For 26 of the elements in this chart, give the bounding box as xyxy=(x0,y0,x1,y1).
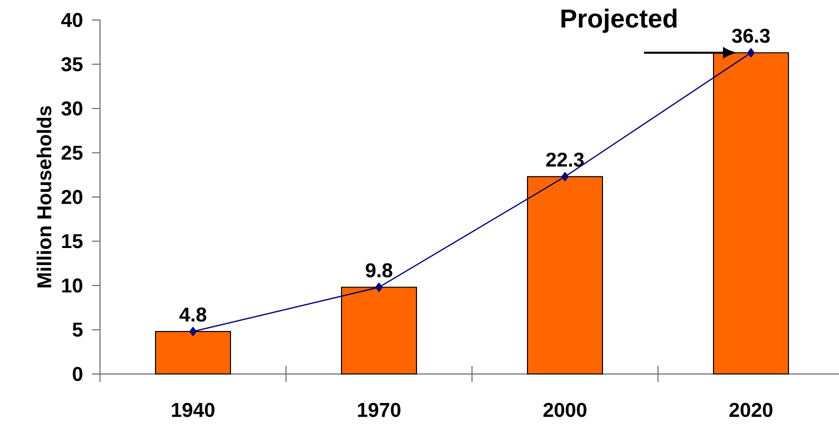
point xyxy=(561,172,569,182)
data-label: 36.3 xyxy=(732,28,770,43)
annotation: Projected xyxy=(561,8,677,33)
point xyxy=(375,282,383,292)
x-tick-label: 2020 xyxy=(729,402,772,418)
y-tick-label: 30 xyxy=(61,101,82,116)
y-tick-label: 0 xyxy=(72,366,82,382)
point xyxy=(747,48,755,58)
y-axis-title: Million Households xyxy=(36,106,52,288)
point xyxy=(189,326,197,336)
x-tick-label: 1940 xyxy=(172,402,214,418)
y-tick-label: 40 xyxy=(61,12,82,28)
x-tick-label: 1970 xyxy=(358,402,400,418)
y-tick-label: 25 xyxy=(62,146,83,160)
data-label: 9.8 xyxy=(366,263,392,278)
y-tick-label: 15 xyxy=(62,234,83,248)
y-tick-label: 10 xyxy=(62,278,82,293)
x-tick-label: 2000 xyxy=(543,402,586,418)
data-label: 22.3 xyxy=(546,152,584,167)
bar xyxy=(155,331,232,374)
bar xyxy=(526,176,603,374)
y-tick-label: 35 xyxy=(61,57,83,72)
y-tick-label: 5 xyxy=(72,322,83,337)
bar xyxy=(341,286,418,374)
data-label: 4.8 xyxy=(179,307,206,322)
y-tick-label: 20 xyxy=(62,190,82,204)
